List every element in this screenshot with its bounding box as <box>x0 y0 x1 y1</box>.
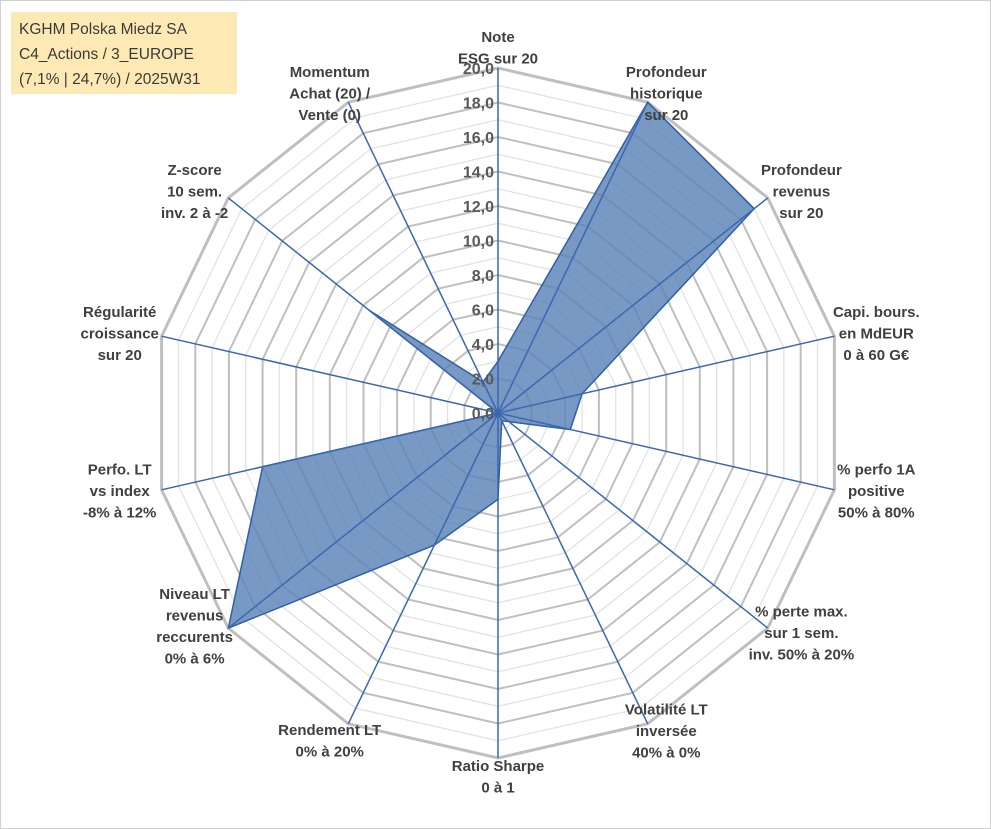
chart-period-line: (7,1% | 24,7%) / 2025W31 <box>19 71 201 88</box>
axis-label: Profondeur revenus sur 20 <box>761 162 842 222</box>
tick-label: 18,0 <box>463 96 494 113</box>
axis-label-line: sur 20 <box>644 107 688 124</box>
axis-label-line: ESG sur 20 <box>458 51 538 68</box>
axis-label-line: -8% à 12% <box>83 505 156 522</box>
axis-spokes <box>161 68 835 758</box>
axis-label-line: Note <box>481 29 514 46</box>
axis-label-line: inv. 2 à -2 <box>161 205 228 222</box>
axis-label-line: 0% à 6% <box>165 650 225 667</box>
axis-label: Note ESG sur 20 <box>458 29 538 68</box>
axis-label-line: sur 20 <box>779 205 823 222</box>
tick-label: 0,0 <box>472 406 494 423</box>
axis-label: Momentum Achat (20) / Vente (0) <box>289 64 371 124</box>
axis-label-line: 50% à 80% <box>838 505 915 522</box>
axis-label-line: sur 1 sem. <box>764 625 838 642</box>
axis-label-line: % perte max. <box>755 603 848 620</box>
tick-labels: 0,0 2,0 4,0 6,0 8,0 10,0 12,0 14,0 16,0 18,0 20,0 <box>463 61 494 423</box>
tick-label: 2,0 <box>472 372 494 389</box>
axis-label-line: 0 à 60 G€ <box>843 347 910 364</box>
axis-label-line: Volatilité LT <box>625 702 708 719</box>
axis-label-line: croissance <box>81 326 159 343</box>
axis-label-line: inversée <box>636 723 697 740</box>
axis-label: Volatilité LT inversée 40% à 0% <box>625 702 708 762</box>
axis-label: Perfo. LT vs index -8% à 12% <box>83 462 156 522</box>
axis-label: Ratio Sharpe 0 à 1 <box>452 758 545 797</box>
axis-label: Z-score 10 sem. inv. 2 à -2 <box>161 162 228 222</box>
axis-label-line: inv. 50% à 20% <box>749 646 855 663</box>
axis-label-line: Momentum <box>290 64 370 81</box>
axis-spoke <box>227 197 499 414</box>
axis-label: Rendement LT 0% à 20% <box>278 722 381 761</box>
axis-label-line: vs index <box>90 483 151 500</box>
tick-label: 12,0 <box>463 199 494 216</box>
axis-label-line: Niveau LT <box>159 586 230 603</box>
axis-label-line: Ratio Sharpe <box>452 758 545 775</box>
tick-label: 8,0 <box>472 268 494 285</box>
tick-label: 20,0 <box>463 61 494 78</box>
axis-label-line: revenus <box>773 184 831 201</box>
axis-label: Régularité croissance sur 20 <box>81 304 159 364</box>
axis-spoke <box>161 412 499 491</box>
tick-label: 14,0 <box>463 165 494 182</box>
tick-label: 16,0 <box>463 130 494 147</box>
axis-label-line: historique <box>630 86 703 103</box>
axis-spoke <box>497 412 769 629</box>
axis-label-line: 0% à 20% <box>296 743 364 760</box>
axis-label: Profondeur historique sur 20 <box>626 64 707 124</box>
axis-label-line: Rendement LT <box>278 722 381 739</box>
chart-title-line: KGHM Polska Miedz SA <box>19 21 187 38</box>
axis-label-line: 10 sem. <box>167 184 222 201</box>
axis-labels: Note ESG sur 20 Profondeur historique sur 20… <box>81 29 920 797</box>
tick-label: 10,0 <box>463 234 494 251</box>
axis-label-line: sur 20 <box>98 347 142 364</box>
axis-spoke <box>497 335 835 414</box>
axis-label: % perfo 1A positive 50% à 80% <box>837 462 916 522</box>
axis-label-line: en MdEUR <box>839 326 914 343</box>
axis-label-line: positive <box>848 483 905 500</box>
axis-label-line: Profondeur <box>626 64 707 81</box>
axis-spoke <box>497 101 649 414</box>
axis-label-line: Vente (0) <box>298 107 361 124</box>
axis-label-line: reccurents <box>156 629 233 646</box>
axis-spoke <box>497 197 769 414</box>
tick-label: 4,0 <box>472 337 494 354</box>
axis-spoke <box>227 412 499 629</box>
axis-label-line: Profondeur <box>761 162 842 179</box>
axis-label-line: 40% à 0% <box>632 745 700 762</box>
axis-spoke <box>161 335 499 414</box>
axis-label-line: revenus <box>166 607 224 624</box>
axis-label: Capi. bours. en MdEUR 0 à 60 G€ <box>833 304 920 364</box>
chart-title-box: KGHM Polska Miedz SA C4_Actions / 3_EURO… <box>11 12 237 94</box>
axis-spoke <box>347 101 499 414</box>
axis-spoke <box>497 412 649 725</box>
axis-spoke <box>347 412 499 725</box>
axis-label-line: % perfo 1A <box>837 462 916 479</box>
axis-label-line: Régularité <box>83 304 156 321</box>
axis-label-line: 0 à 1 <box>481 780 514 797</box>
axis-label-line: Perfo. LT <box>88 462 152 479</box>
axis-label-line: Z-score <box>168 162 222 179</box>
axis-label: % perte max. sur 1 sem. inv. 50% à 20% <box>749 603 855 663</box>
axis-label-line: Achat (20) / <box>289 86 371 103</box>
axis-label: Niveau LT revenus reccurents 0% à 6% <box>156 586 233 668</box>
chart-subtitle-line: C4_Actions / 3_EUROPE <box>19 46 194 63</box>
tick-label: 6,0 <box>472 303 494 320</box>
axis-spoke <box>497 412 835 491</box>
axis-label-line: Capi. bours. <box>833 304 920 321</box>
